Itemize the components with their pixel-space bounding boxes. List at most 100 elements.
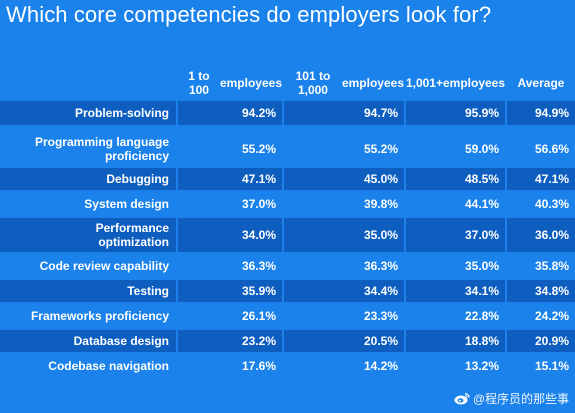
value-cell: 40.3% [534,197,569,211]
value-cell: 47.1% [534,172,569,186]
row-band [507,168,575,190]
table-row: Frameworks proficiency 26.1% 23.3% 22.8% 24.… [0,305,575,327]
column-header-line: 101 to 1,000 [295,69,331,97]
row-band [406,330,505,352]
value-cell: 36.0% [534,228,569,242]
column-header-line: 1 to 100 [188,69,210,97]
value-cell: 55.2% [363,142,398,156]
value-cell: 56.6% [534,142,569,156]
table-row: Problem-solving 94.2% 94.7% 95.9% 94.9% [0,101,575,125]
row-band [0,280,176,302]
row-label-line: Performance [95,221,169,235]
table-row: Performance optimization 34.0% 35.0% 37.0% 36… [0,218,575,252]
row-label: Programming language proficiency [0,133,176,165]
row-band [178,280,282,302]
value-cell: 34.8% [534,284,569,298]
column-header-1: 1 to 100 employees [178,66,282,100]
row-label: Testing [127,284,169,298]
row-label: Debugging [106,172,169,186]
value-cell: 22.8% [464,309,499,323]
value-cell: 37.0% [241,197,276,211]
value-cell: 44.1% [464,197,499,211]
row-band [178,330,282,352]
table-row: Programming language proficiency 55.2% 55.2… [0,133,575,165]
table-row: Testing 35.9% 34.4% 34.1% 34.8% [0,280,575,302]
row-band [507,101,575,125]
table-row: System design 37.0% 39.8% 44.1% 40.3% [0,193,575,215]
column-header-2: 101 to 1,000 employees [284,66,404,100]
value-cell: 15.1% [534,359,569,373]
row-band [284,280,404,302]
value-cell: 18.8% [464,334,499,348]
value-cell: 34.1% [464,284,499,298]
row-band [178,168,282,190]
row-label-line: proficiency [104,149,169,163]
value-cell: 20.9% [534,334,569,348]
value-cell: 35.0% [363,228,398,242]
value-cell: 34.0% [241,228,276,242]
row-band [284,330,404,352]
value-cell: 94.2% [241,106,276,120]
value-cell: 23.2% [241,334,276,348]
watermark: @程序员的那些事 [454,390,569,407]
value-cell: 48.5% [464,172,499,186]
value-cell: 35.0% [464,259,499,273]
value-cell: 59.0% [464,142,499,156]
row-band [0,330,176,352]
column-header-4: Average [507,66,575,100]
column-header-line: employees [341,76,404,90]
row-label: System design [84,197,169,211]
value-cell: 37.0% [464,228,499,242]
value-cell: 47.1% [241,172,276,186]
row-band [178,218,282,252]
row-label: Frameworks proficiency [30,309,169,323]
value-cell: 13.2% [464,359,499,373]
value-cell: 45.0% [363,172,398,186]
column-header-line: Average [517,76,565,90]
row-label-line: optimization [98,235,169,249]
value-cell: 17.6% [241,359,276,373]
value-cell: 95.9% [464,106,499,120]
value-cell: 24.2% [534,309,569,323]
row-band [406,101,505,125]
row-band [406,280,505,302]
row-band [0,101,176,125]
table-row: Database design 23.2% 20.5% 18.8% 20.9% [0,330,575,352]
row-band [406,218,505,252]
row-band [507,218,575,252]
row-band [0,168,176,190]
value-cell: 20.5% [363,334,398,348]
value-cell: 26.1% [241,309,276,323]
row-band [507,280,575,302]
row-label-line: Programming language [34,135,169,149]
table-row: Codebase navigation 17.6% 14.2% 13.2% 15.1% [0,355,575,377]
row-label: Code review capability [39,259,169,273]
row-band [406,168,505,190]
column-header-line: employees [443,76,506,90]
row-band [284,101,404,125]
value-cell: 36.3% [363,259,398,273]
row-band [284,218,404,252]
row-label: Codebase navigation [48,359,169,373]
table-row: Code review capability 36.3% 36.3% 35.0% 35.… [0,255,575,277]
row-band [284,168,404,190]
row-band [507,330,575,352]
value-cell: 36.3% [241,259,276,273]
row-label: Problem-solving [74,106,169,120]
value-cell: 34.4% [363,284,398,298]
row-label: Database design [73,334,169,348]
row-band [0,218,176,252]
value-cell: 35.9% [241,284,276,298]
weibo-icon [454,392,470,405]
value-cell: 35.8% [534,259,569,273]
value-cell: 94.9% [534,106,569,120]
value-cell: 39.8% [363,197,398,211]
table-row: Debugging 47.1% 45.0% 48.5% 47.1% [0,168,575,190]
watermark-text: @程序员的那些事 [472,392,569,406]
column-header-line: 1,001+ [405,76,443,90]
row-label: Performance optimization [0,218,176,252]
chart-title: Which core competencies do employers loo… [6,2,492,27]
table-header: 1 to 100 employees 101 to 1,000 employees 1,… [0,66,575,100]
row-band [178,101,282,125]
column-header-line: employees [219,76,282,90]
